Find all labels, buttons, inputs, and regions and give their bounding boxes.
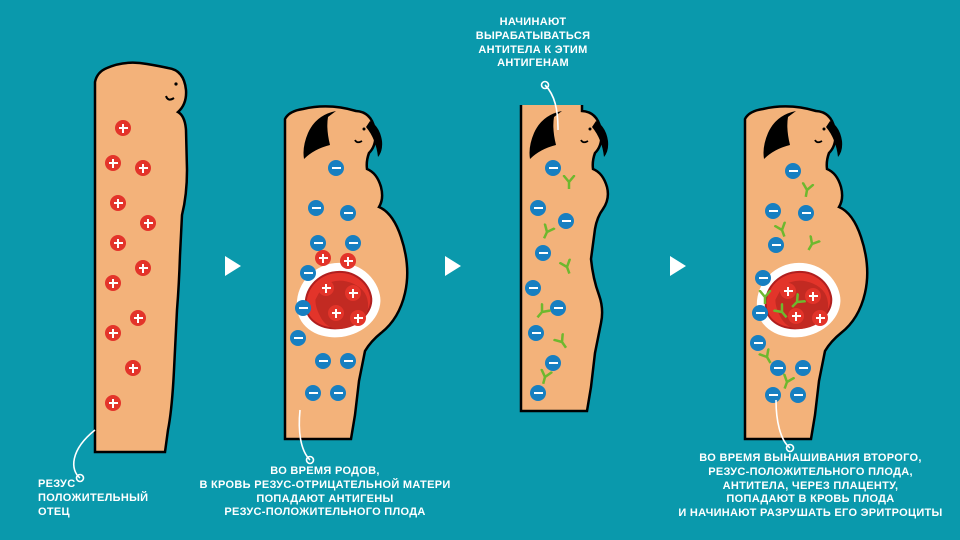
label-antibodies: НАЧИНАЮТВЫРАБАТЫВАТЬСЯАНТИТЕЛА К ЭТИМАНТ…	[448, 16, 618, 71]
label-first-pregnancy: ВО ВРЕМЯ РОДОВ,В КРОВЬ РЕЗУС-ОТРИЦАТЕЛЬН…	[195, 465, 455, 520]
figure-father	[70, 60, 200, 460]
label-father: РЕЗУСПОЛОЖИТЕЛЬНЫЙОТЕЦ	[38, 478, 168, 519]
sequence-arrow-2	[445, 256, 461, 276]
label-second-pregnancy: ВО ВРЕМЯ ВЫНАШИВАНИЯ ВТОРОГО,РЕЗУС-ПОЛОЖ…	[668, 452, 953, 521]
male-silhouette	[70, 60, 200, 460]
figure-mother-first-pregnancy	[260, 105, 410, 445]
sequence-arrow-1	[225, 256, 241, 276]
sequence-arrow-3	[670, 256, 686, 276]
figure-mother-second-pregnancy	[720, 105, 870, 445]
figure-mother-antibodies	[490, 105, 630, 445]
female-silhouette	[490, 105, 630, 445]
